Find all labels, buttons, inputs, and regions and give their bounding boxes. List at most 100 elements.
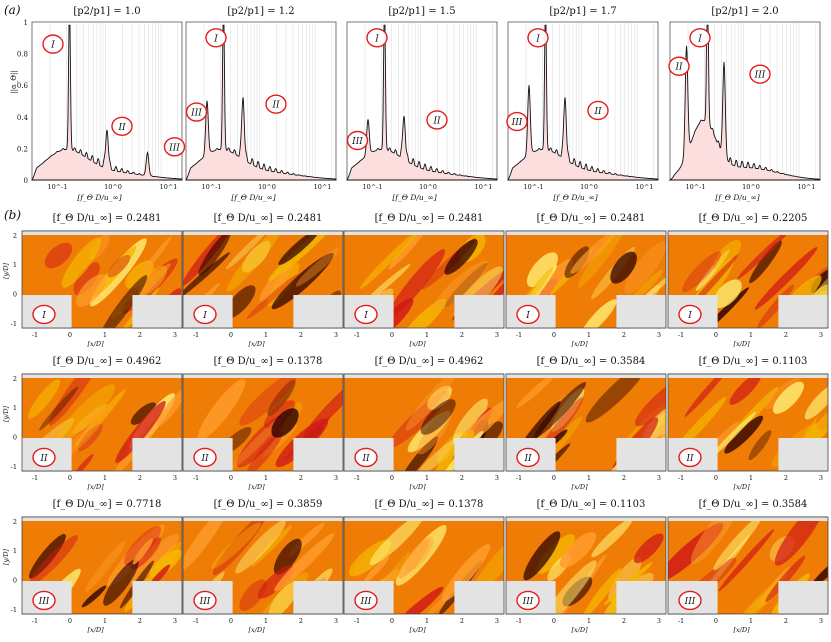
field-structure [123,526,162,566]
x-axis-label: [x/D] [249,626,266,634]
field-structure [81,585,107,608]
mode-marker-circle [193,590,217,611]
field-structure [729,374,762,405]
field-structure [268,581,299,614]
spectrum-title: [p2/p1] = 1.5 [388,6,455,17]
x-tick-label: 10^0 [580,183,598,191]
field-structure [115,401,166,464]
x-tick-label: -1 [193,474,199,482]
field-structure [73,262,100,296]
field-structure [681,251,722,293]
y-axis-label: [y/D] [2,405,10,422]
mode-marker-label: I [697,34,702,44]
field-structure [138,236,172,278]
field-structure [103,558,139,606]
x-tick-label: 10^-1 [201,183,221,191]
x-tick-label: 3 [173,474,177,482]
mode-marker-circle [678,590,702,611]
field-structure [810,556,828,588]
mode-marker-label: II [685,454,694,464]
mode-marker-circle [32,447,56,468]
mode-frame [21,516,183,615]
right-step-wall [293,438,343,472]
x-axis-label: [x/D] [734,340,751,348]
field-structure [197,379,246,441]
part-b-label: (b) [4,208,22,222]
mode-field [22,231,182,328]
x-axis-label: [f_Θ D/u_∞] [553,193,597,202]
x-tick-label: -1 [354,331,360,339]
mode-map-r1-c5: [f_Θ D/u_∞] = 0.2205 I -1 0 1 2 3 [x/D] [667,213,829,348]
mode-marker-circle [587,100,609,121]
field-structure [29,535,78,586]
field-structure [401,298,447,328]
mode-map-r3-c5: [f_Θ D/u_∞] = 0.3584 III -1 0 1 2 3 [x/D] [667,499,829,634]
field-structure [570,231,616,274]
mode-marker-label: III [684,597,696,607]
mode-marker-label: I [50,41,55,51]
x-tick-label: 0 [68,474,72,482]
right-step-wall [454,295,504,329]
field-structure [633,533,664,564]
y-axis-label: [y/D] [2,548,10,565]
mode-marker-label: I [535,34,540,44]
top-wall [668,373,828,378]
x-tick-label: 1 [264,331,268,339]
mode-marker-circle [689,28,711,48]
spectrum-panel-3: [p2/p1] = 1.510^-1 10^0 10^1[f_Θ D/u_∞]III… [346,6,498,202]
mode-marker-circle [426,110,448,130]
right-step-wall [778,581,828,615]
right-step-wall [132,581,182,615]
mode-frame [505,516,667,615]
x-axis-label: [x/D] [572,483,589,491]
mode-map-title: [f_Θ D/u_∞] = 0.3584 [537,356,646,367]
mode-marker-circle [516,590,540,611]
x-tick-label: 2 [622,331,626,339]
field-structure [98,275,148,328]
field-structure [369,517,425,566]
x-tick-label: 3 [173,331,177,339]
field-structure [393,586,444,614]
mode-map-r2-c3: [f_Θ D/u_∞] = 0.4962 II -1 0 1 2 3 [x/D] [343,356,505,491]
field-structure [107,254,131,278]
x-tick-label: 3 [334,617,338,625]
field-structure [362,263,411,305]
y-tick-label: 2 [13,375,17,383]
field-structure [359,231,419,289]
field-structure [212,517,267,576]
mode-marker-circle [678,304,702,325]
field-structure [388,249,445,318]
y-tick-label: 0.4 [17,114,29,122]
mode-marker-circle [527,28,549,48]
x-tick-label: -1 [678,617,684,625]
mode-frame [667,230,829,329]
mode-marker-circle [354,304,378,325]
top-wall [506,230,666,235]
top-wall [22,373,182,378]
x-tick-label: 3 [819,474,823,482]
field-structure [267,379,296,417]
spectrum-curve [185,24,337,181]
mode-marker-circle [193,447,217,468]
mode-map-r3-c1: [f_Θ D/u_∞] = 0.7718 III -1 0 1 2 3 [x/D] -1 0 1 2 [… [2,499,183,634]
y-tick-label: 1 [13,404,17,412]
x-tick-label: 3 [657,474,661,482]
y-axis-label: [y/D] [2,262,10,279]
x-tick-label: 2 [460,617,464,625]
x-tick-label: -1 [193,617,199,625]
mode-map-title: [f_Θ D/u_∞] = 0.2205 [699,213,808,224]
mode-marker-circle [32,304,56,325]
y-tick-label: 2 [13,232,17,240]
spectrum-curve [31,24,183,181]
x-tick-label: 1 [264,474,268,482]
x-tick-label: 3 [819,331,823,339]
y-tick-label: 0.8 [17,51,28,59]
x-tick-label: 1 [264,617,268,625]
x-tick-label: -1 [516,474,522,482]
field-structure [225,285,256,319]
x-axis-label: [x/D] [572,340,589,348]
mode-map-r2-c2: [f_Θ D/u_∞] = 0.1378 II -1 0 1 2 3 [x/D] [182,356,344,491]
mode-map-title: [f_Θ D/u_∞] = 0.1378 [375,499,484,510]
mode-marker-circle [516,304,540,325]
mode-map-r3-c2: [f_Θ D/u_∞] = 0.3859 III -1 0 1 2 3 [x/D] [182,499,344,634]
